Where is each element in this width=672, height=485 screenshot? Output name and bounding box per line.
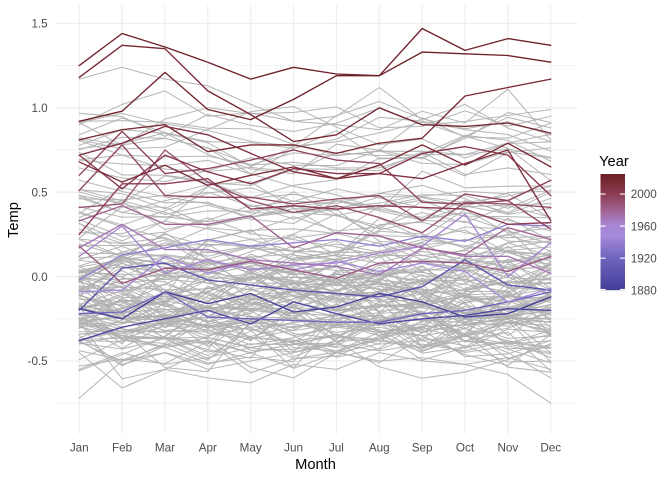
- svg-text:1960: 1960: [631, 220, 658, 233]
- svg-text:0.0: 0.0: [31, 271, 48, 284]
- svg-text:Aug: Aug: [369, 441, 390, 454]
- svg-text:2000: 2000: [631, 188, 658, 201]
- svg-text:Jul: Jul: [329, 441, 344, 454]
- svg-text:Jan: Jan: [70, 441, 89, 454]
- svg-text:Mar: Mar: [155, 441, 175, 454]
- svg-text:Dec: Dec: [540, 441, 561, 454]
- svg-text:1880: 1880: [631, 284, 658, 297]
- svg-text:-0.5: -0.5: [28, 355, 49, 368]
- svg-text:Year: Year: [599, 154, 629, 170]
- svg-text:Temp: Temp: [6, 202, 22, 238]
- svg-text:May: May: [240, 441, 262, 454]
- svg-text:Apr: Apr: [199, 441, 217, 454]
- svg-text:Month: Month: [295, 457, 336, 473]
- svg-text:Oct: Oct: [456, 441, 475, 454]
- svg-text:0.5: 0.5: [31, 186, 48, 199]
- svg-text:Sep: Sep: [412, 441, 433, 454]
- svg-text:1920: 1920: [631, 252, 658, 265]
- svg-text:Nov: Nov: [497, 441, 518, 454]
- svg-text:1.5: 1.5: [31, 18, 48, 31]
- svg-text:Jun: Jun: [284, 441, 303, 454]
- svg-text:1.0: 1.0: [31, 102, 48, 115]
- svg-text:Feb: Feb: [112, 441, 133, 454]
